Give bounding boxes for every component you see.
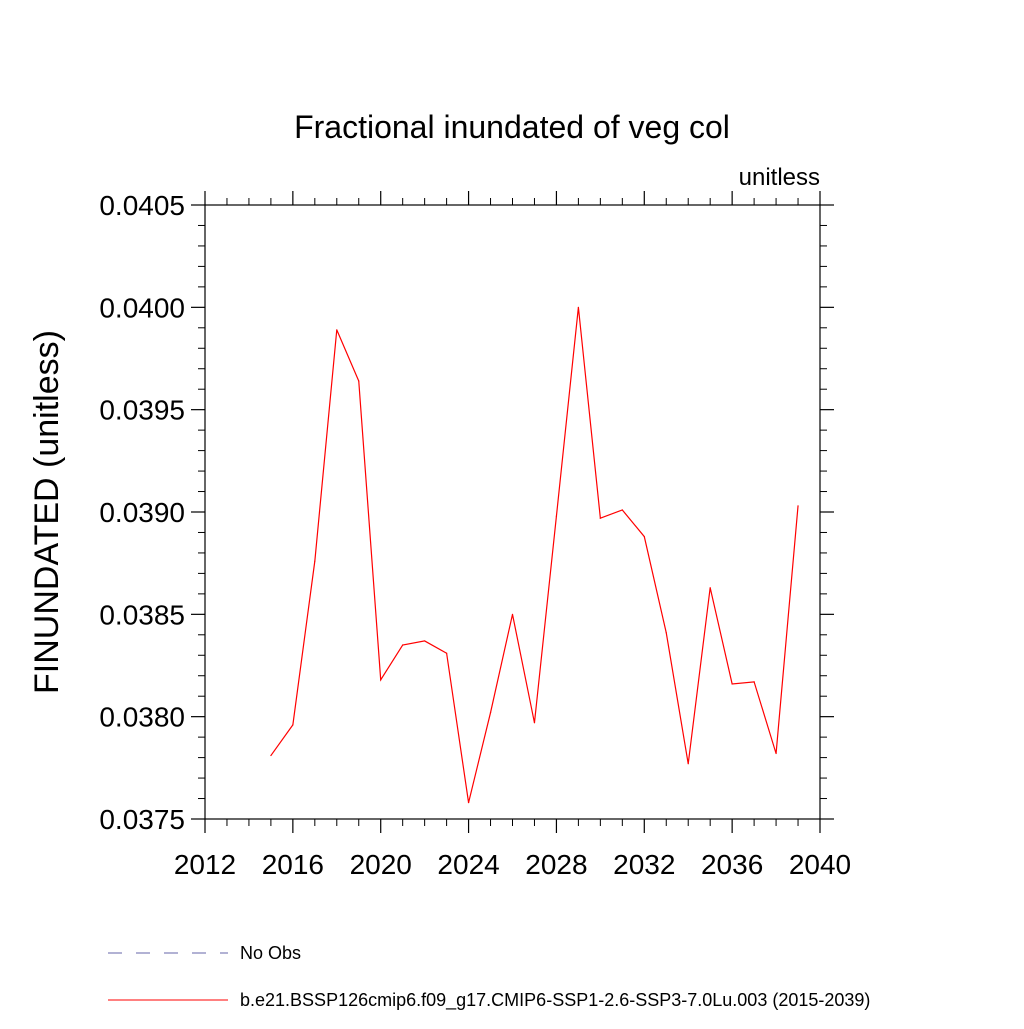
- data-point: [555, 515, 558, 517]
- legend-label-model: b.e21.BSSP126cmip6.f09_g17.CMIP6-SSP1-2.…: [240, 990, 870, 1011]
- y-tick-label: 0.0395: [99, 395, 185, 426]
- legend: No Obs b.e21.BSSP126cmip6.f09_g17.CMIP6-…: [108, 943, 870, 1011]
- ticks-layer: 2012 2016 2020 2024 2028 2032 2036 2040 0.0375 0.…: [99, 190, 851, 880]
- data-point: [380, 679, 382, 681]
- x-tick-label: 2028: [525, 849, 587, 880]
- x-tick-label: 2016: [262, 849, 324, 880]
- data-point: [270, 754, 272, 757]
- units-label: unitless: [739, 164, 820, 191]
- data-point: [511, 613, 514, 615]
- y-tick-label: 0.0405: [99, 190, 185, 221]
- data-point: [533, 722, 536, 724]
- data-point: [599, 517, 601, 519]
- y-tick-label: 0.0385: [99, 599, 185, 630]
- data-point: [621, 509, 623, 511]
- y-tick-label: 0.0400: [99, 292, 185, 323]
- y-tick-label: 0.0390: [99, 497, 185, 528]
- x-tick-label: 2012: [174, 849, 236, 880]
- y-tick-label: 0.0380: [99, 702, 185, 733]
- data-point: [424, 640, 426, 642]
- data-point: [753, 681, 755, 683]
- x-tick-label: 2024: [437, 849, 499, 880]
- plot-frame: [204, 204, 821, 820]
- data-point: [489, 711, 492, 714]
- chart-title: Fractional inundated of veg col: [294, 109, 730, 145]
- data-point: [709, 587, 711, 589]
- data-point: [577, 306, 579, 308]
- data-point: [665, 632, 667, 634]
- data-point: [643, 535, 645, 538]
- x-tick-label: 2040: [789, 849, 851, 880]
- y-tick-label: 0.0375: [99, 804, 185, 835]
- data-point: [797, 505, 799, 507]
- data-point: [292, 724, 294, 726]
- data-point: [446, 652, 448, 654]
- x-tick-label: 2032: [613, 849, 675, 880]
- legend-label-no-obs: No Obs: [240, 943, 301, 963]
- x-tick-label: 2020: [350, 849, 412, 880]
- series-line-0: [270, 307, 799, 803]
- data-point: [402, 644, 404, 646]
- y-axis-label: FINUNDATED (unitless): [28, 330, 66, 694]
- x-tick-label: 2036: [701, 849, 763, 880]
- data-point: [314, 560, 316, 562]
- data-point: [467, 802, 470, 804]
- data-point: [336, 329, 338, 331]
- data-point: [358, 380, 360, 382]
- data-point: [687, 763, 689, 765]
- data-point: [731, 683, 733, 685]
- series-layer: [270, 306, 799, 804]
- data-point: [775, 752, 777, 755]
